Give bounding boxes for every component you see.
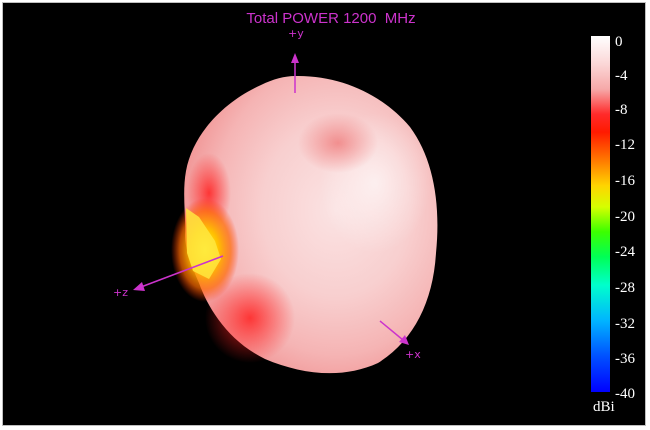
axis-x-arrowhead <box>399 335 409 345</box>
null-notch <box>186 208 221 279</box>
radiation-pattern-3d-view <box>133 53 438 374</box>
axis-z <box>133 255 224 291</box>
colorbar-tick-24: -24 <box>615 244 635 260</box>
radiation-pattern-viewport[interactable]: Total POWER 1200 MHz <box>2 2 646 426</box>
colorbar-tick-28: -28 <box>615 280 635 296</box>
colorbar-tick-32: -32 <box>615 316 635 332</box>
colorbar-tick-8: -8 <box>615 102 628 118</box>
lower-left-red-region <box>205 273 295 363</box>
colorbar-tick-16: -16 <box>615 173 635 189</box>
axis-z-label: +z <box>113 286 128 299</box>
axis-x-label: +x <box>405 348 421 361</box>
colorbar-gradient <box>591 36 610 392</box>
colorbar-tick-40: -40 <box>615 386 635 402</box>
axis-x <box>379 320 409 345</box>
top-shading <box>298 113 378 173</box>
plot-title: Total POWER 1200 MHz <box>246 10 416 27</box>
axis-y-label: +y <box>288 27 304 40</box>
axis-z-arrowhead <box>133 282 145 291</box>
colorbar-tick-36: -36 <box>615 351 635 367</box>
colorbar-unit-label: dBi <box>593 399 615 415</box>
axis-y <box>291 53 299 93</box>
colorbar-tick-20: -20 <box>615 209 635 225</box>
axis-y-arrowhead <box>291 53 299 63</box>
colorbar-tick-0: 0 <box>615 34 623 50</box>
radiation-pattern-surface <box>171 75 438 374</box>
colorbar-tick-12: -12 <box>615 137 635 153</box>
colorbar-tick-4: -4 <box>615 68 628 84</box>
